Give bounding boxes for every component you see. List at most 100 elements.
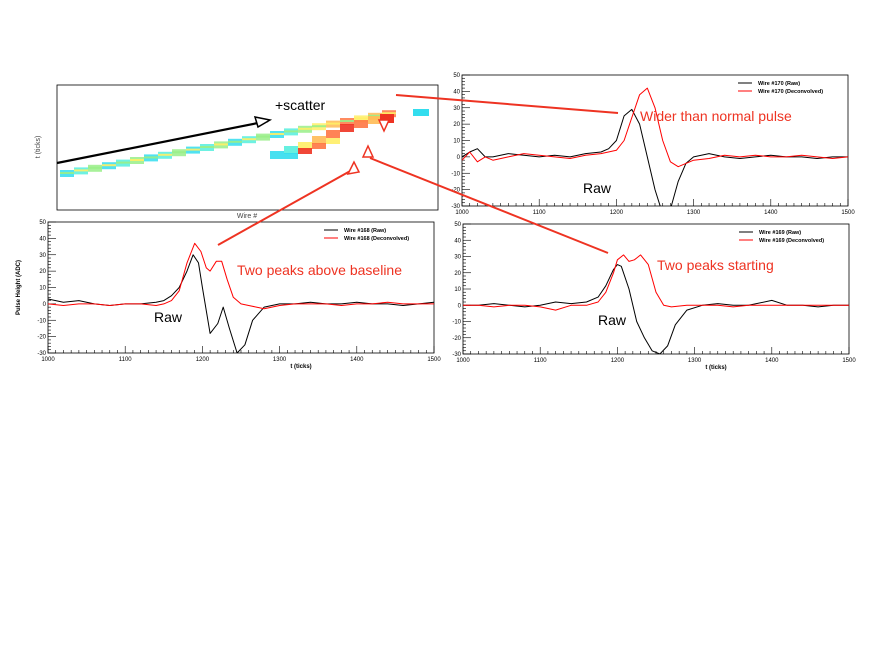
- plot-wire-170: -30 -20 -10 0 10 20 30 40 50 1000 1100 1200 1300 1400…: [451, 73, 855, 216]
- y-tick-label: -20: [451, 188, 460, 194]
- hit-cell: [326, 130, 340, 138]
- x-tick-label: 1400: [765, 358, 779, 364]
- hit-core: [186, 148, 200, 151]
- y-tick-label: 30: [39, 253, 46, 259]
- hit-core: [270, 133, 284, 135]
- y-tick-label: 40: [453, 89, 460, 95]
- hit-core: [326, 122, 340, 125]
- x-tick-label: 1100: [534, 358, 548, 364]
- hit-core: [172, 151, 186, 154]
- y-tick-label: 30: [453, 106, 460, 112]
- hit-core: [214, 143, 228, 146]
- legend-label: Wire #168 (Raw): [344, 228, 386, 234]
- callout-arrowhead-two-peaks-above: [346, 160, 361, 176]
- x-tick-label: 1200: [611, 358, 625, 364]
- hit-core: [130, 159, 144, 161]
- hit-cell: [326, 138, 340, 144]
- hit-core: [228, 140, 242, 143]
- callout-line-two-peaks-starting: [369, 157, 609, 254]
- hit-core: [340, 120, 354, 122]
- callout-two-peaks-above-text: Two peaks above baseline: [237, 262, 402, 278]
- y-tick-label: 10: [454, 287, 461, 293]
- hit-core: [298, 127, 312, 130]
- hit-core: [74, 169, 88, 172]
- series-deconvolved-line: [48, 242, 434, 310]
- y-tick-label: 0: [458, 303, 462, 309]
- x-tick-label: 1400: [350, 357, 364, 363]
- hit-core: [256, 135, 270, 138]
- hit-core: [354, 117, 368, 120]
- plot-frame: [461, 74, 849, 207]
- y-tick-label: 40: [454, 238, 461, 244]
- event-display-xlabel: Wire #: [237, 213, 257, 220]
- scatter-annotation: +scatter: [275, 97, 326, 113]
- callout-arrowhead-two-peaks-starting: [361, 144, 375, 158]
- series-group: [462, 87, 848, 206]
- y-tick-label: 40: [39, 236, 46, 242]
- series-group: [48, 242, 434, 353]
- callouts: Wider than normal pulse Two peaks above …: [217, 94, 792, 278]
- legend-label: Wire #170 (Deconvolved): [758, 89, 823, 95]
- plot-wire-169: -30 -20 -10 0 10 20 30 40 50 1000 1100 1200 1300 1400…: [452, 222, 856, 371]
- legend-label: Wire #168 (Deconvolved): [344, 236, 409, 242]
- series-raw-line: [463, 264, 849, 354]
- event-display-panel: +scatter Wire # t (ticks): [35, 84, 439, 220]
- plot-frame: [462, 223, 850, 355]
- hit-core: [368, 114, 382, 117]
- x-tick-label: 1100: [533, 210, 547, 216]
- y-tick-label: 50: [39, 220, 46, 226]
- x-axis-label: t (ticks): [705, 365, 726, 371]
- x-tick-label: 1200: [610, 210, 624, 216]
- y-tick-label: 0: [43, 302, 47, 308]
- hit-core: [144, 156, 158, 159]
- raw-label-wire168: Raw: [154, 309, 183, 325]
- plot-frame: [47, 221, 435, 354]
- hit-cell: [298, 142, 312, 150]
- x-tick-label: 1500: [427, 357, 441, 363]
- y-tick-label: -10: [452, 320, 461, 326]
- raw-label-wire170: Raw: [583, 180, 612, 196]
- hit-cell: [312, 143, 326, 149]
- hit-cell: [368, 116, 382, 124]
- hit-cell: [413, 109, 429, 116]
- legend-label: Wire #169 (Raw): [759, 230, 801, 236]
- hit-cell: [298, 148, 312, 154]
- event-display-ylabel: t (ticks): [35, 136, 42, 159]
- hit-cell: [380, 114, 394, 123]
- x-tick-label: 1300: [687, 210, 701, 216]
- hit-core: [60, 172, 74, 174]
- hit-core: [200, 146, 214, 148]
- raw-label-wire169: Raw: [598, 312, 627, 328]
- hit-cell: [354, 120, 368, 128]
- series-deconvolved-line: [463, 254, 849, 311]
- series-deconvolved-line: [462, 87, 848, 168]
- hit-core: [382, 112, 396, 115]
- x-tick-label: 1200: [196, 357, 210, 363]
- y-tick-label: 50: [453, 73, 460, 79]
- y-tick-label: 50: [454, 222, 461, 228]
- y-tick-label: -10: [37, 318, 46, 324]
- callout-two-peaks-starting-text: Two peaks starting: [657, 257, 774, 273]
- y-tick-label: -30: [37, 351, 46, 357]
- x-tick-label: 1000: [41, 357, 55, 363]
- y-tick-label: 0: [457, 155, 461, 161]
- hit-core: [102, 164, 116, 167]
- series-group: [463, 254, 849, 354]
- hit-core: [88, 166, 102, 169]
- x-tick-label: 1000: [456, 358, 470, 364]
- hit-core: [284, 130, 298, 133]
- y-tick-label: 10: [39, 286, 46, 292]
- plot-wire-168: -30 -20 -10 0 10 20 30 40 50 1000 1100 1200 1300 1400…: [16, 220, 441, 370]
- y-tick-label: 20: [453, 122, 460, 128]
- hit-cell: [340, 124, 354, 132]
- hit-cell: [312, 136, 326, 144]
- hit-cell: [284, 153, 298, 159]
- callout-line-two-peaks-above: [217, 169, 353, 246]
- x-tick-label: 1300: [688, 358, 702, 364]
- event-display-hits: [60, 109, 429, 177]
- y-axis-label: Pulse Height (ADC): [16, 260, 22, 315]
- x-tick-label: 1500: [841, 210, 855, 216]
- callout-wider-text: Wider than normal pulse: [640, 108, 792, 124]
- x-tick-label: 1400: [764, 210, 778, 216]
- y-tick-label: -10: [451, 171, 460, 177]
